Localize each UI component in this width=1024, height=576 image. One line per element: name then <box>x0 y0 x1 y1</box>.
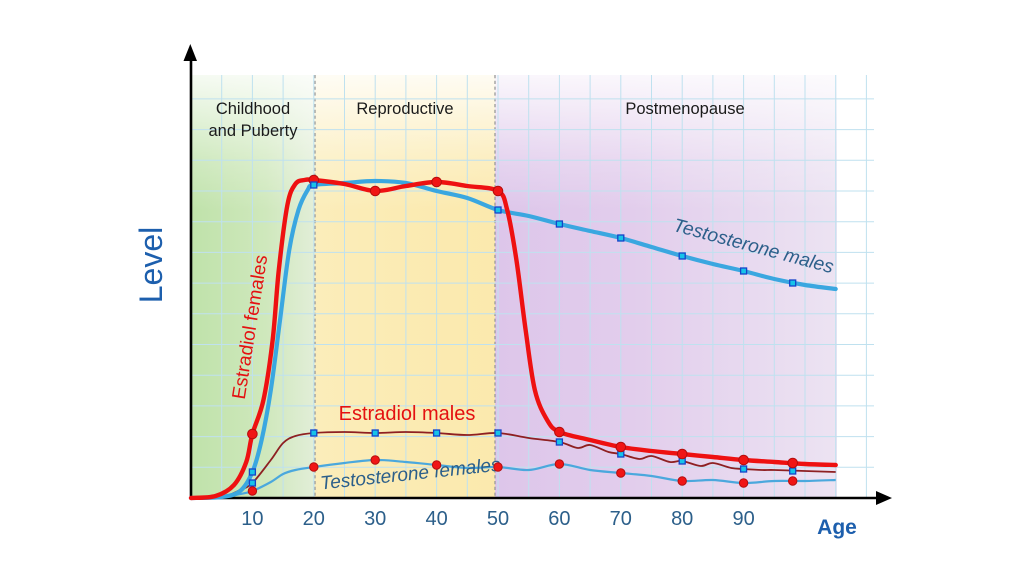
svg-text:70: 70 <box>610 508 632 530</box>
svg-text:Childhood: Childhood <box>216 100 290 118</box>
svg-text:Reproductive: Reproductive <box>356 100 453 118</box>
svg-text:10: 10 <box>241 508 263 530</box>
svg-text:20: 20 <box>303 508 325 530</box>
svg-text:80: 80 <box>671 508 693 530</box>
svg-text:Age: Age <box>817 516 857 539</box>
svg-text:50: 50 <box>487 508 509 530</box>
svg-text:40: 40 <box>425 508 447 530</box>
svg-text:60: 60 <box>548 508 570 530</box>
svg-text:and Puberty: and Puberty <box>209 122 299 140</box>
svg-text:Estradiol males: Estradiol males <box>339 403 476 425</box>
svg-text:Postmenopause: Postmenopause <box>625 100 744 118</box>
svg-text:90: 90 <box>732 508 754 530</box>
svg-text:30: 30 <box>364 508 386 530</box>
svg-text:Level: Level <box>133 227 169 304</box>
